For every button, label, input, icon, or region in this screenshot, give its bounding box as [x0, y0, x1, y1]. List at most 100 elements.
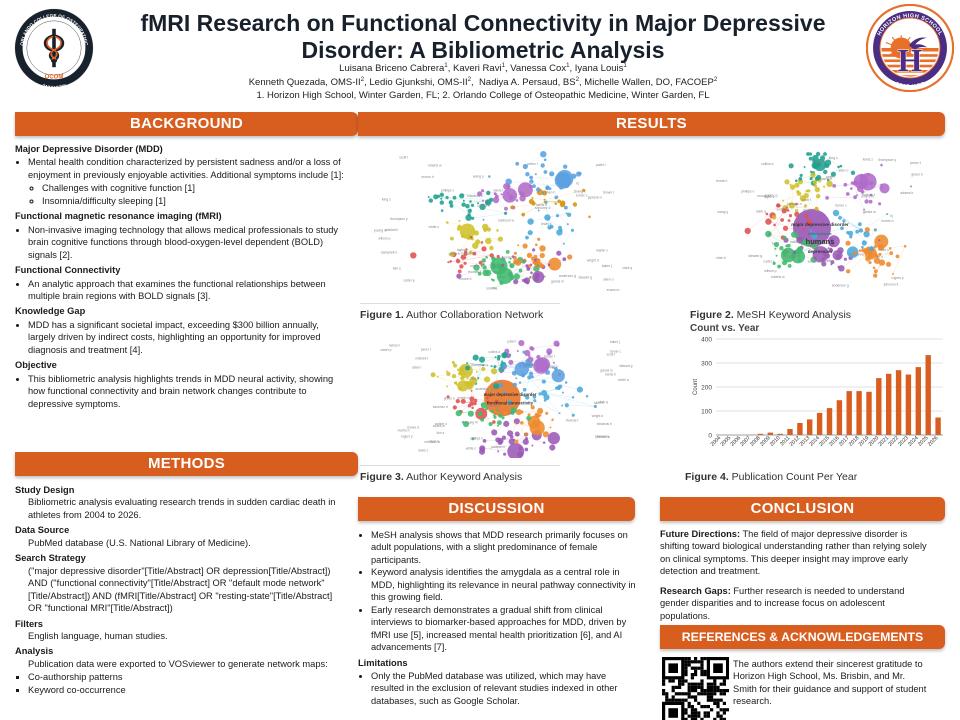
svg-text:lewis z: lewis z [863, 158, 873, 162]
svg-text:morris h: morris h [421, 175, 433, 179]
svg-text:turner c: turner c [576, 194, 588, 198]
svg-text:patel r: patel r [507, 339, 517, 343]
svg-text:king s: king s [829, 156, 838, 160]
svg-text:lewis z: lewis z [418, 449, 428, 453]
svg-text:phillips v: phillips v [441, 189, 454, 193]
svg-text:green h: green h [449, 252, 461, 256]
svg-text:king s: king s [470, 377, 479, 381]
svg-text:perez t: perez t [910, 161, 920, 165]
svg-text:rogers y: rogers y [891, 276, 904, 280]
svg-text:200: 200 [701, 385, 712, 392]
svg-text:scott f: scott f [802, 198, 811, 202]
svg-text:robinson w: robinson w [848, 253, 865, 257]
svg-text:brown t: brown t [544, 355, 555, 359]
svg-text:hall i: hall i [772, 242, 779, 246]
svg-text:nelson l: nelson l [504, 256, 516, 260]
svg-text:thomas f: thomas f [862, 193, 875, 197]
svg-text:2026: 2026 [927, 435, 940, 448]
svg-text:davis l: davis l [783, 249, 793, 253]
svg-text:Count: Count [693, 379, 699, 395]
svg-text:jackson n: jackson n [587, 196, 602, 200]
svg-text:carter p: carter p [380, 348, 391, 352]
svg-text:taylor e: taylor e [457, 248, 468, 252]
svg-text:morris h: morris h [881, 219, 893, 223]
svg-text:martin v: martin v [457, 396, 469, 400]
svg-text:100: 100 [701, 409, 712, 416]
svg-text:li j: li j [890, 214, 893, 218]
svg-text:taylor e: taylor e [525, 363, 536, 367]
svg-text:morris h: morris h [398, 429, 410, 433]
svg-text:wang y: wang y [473, 175, 484, 179]
svg-text:0: 0 [708, 433, 712, 440]
svg-text:functional connectivity: functional connectivity [487, 401, 534, 406]
svg-text:moore d: moore d [459, 277, 472, 281]
svg-text:sanchez d: sanchez d [433, 405, 448, 409]
svg-text:nelson l: nelson l [389, 344, 400, 348]
svg-text:moore d: moore d [757, 194, 770, 198]
svg-text:young m: young m [465, 420, 478, 424]
svg-text:hall i: hall i [507, 411, 514, 415]
svg-text:allen o: allen o [604, 278, 614, 282]
svg-text:stewart g: stewart g [578, 275, 592, 279]
svg-text:robinson w: robinson w [498, 218, 515, 222]
svg-text:OCOM: OCOM [45, 74, 64, 80]
svg-text:thomas f: thomas f [468, 270, 481, 274]
svg-text:nelson l: nelson l [814, 160, 826, 164]
svg-text:smith a: smith a [776, 207, 787, 211]
svg-text:rogers y: rogers y [401, 435, 413, 439]
svg-text:johnson k: johnson k [594, 435, 609, 439]
svg-text:connectome: connectome [808, 231, 832, 236]
svg-text:perez t: perez t [421, 347, 431, 351]
svg-text:campbell n: campbell n [381, 251, 398, 255]
svg-text:baker j: baker j [790, 240, 800, 244]
svg-text:zhang x: zhang x [803, 209, 815, 213]
svg-text:white c: white c [878, 248, 889, 252]
svg-text:li j: li j [524, 432, 527, 436]
svg-text:adams k: adams k [900, 191, 913, 195]
svg-text:turner c: turner c [835, 204, 847, 208]
svg-text:wang y: wang y [717, 210, 728, 214]
svg-text:carter p: carter p [763, 260, 775, 264]
svg-text:anderson g: anderson g [832, 283, 849, 287]
svg-text:roberts w: roberts w [771, 275, 785, 279]
svg-text:johnson k: johnson k [883, 282, 899, 286]
svg-text:li j: li j [576, 182, 579, 186]
svg-text:thomas f: thomas f [566, 418, 579, 422]
svg-text:collins a: collins a [478, 204, 490, 208]
svg-text:smith a: smith a [618, 378, 629, 382]
svg-text:collins a: collins a [761, 162, 773, 166]
svg-text:kim s: kim s [393, 267, 401, 271]
svg-text:wilson p: wilson p [764, 269, 776, 273]
svg-text:wang y: wang y [547, 365, 558, 369]
svg-text:white c: white c [466, 447, 476, 451]
svg-text:brown t: brown t [716, 179, 727, 183]
svg-text:campbell n: campbell n [783, 254, 800, 258]
svg-text:green h: green h [444, 396, 455, 400]
svg-text:green h: green h [911, 172, 923, 176]
svg-text:wilson p: wilson p [378, 237, 390, 241]
svg-text:martin v: martin v [596, 248, 608, 252]
svg-text:smith a: smith a [486, 286, 497, 290]
svg-text:patel r: patel r [826, 175, 836, 179]
svg-text:clark q: clark q [622, 266, 632, 270]
svg-text:walker u: walker u [435, 422, 447, 426]
svg-text:king s: king s [382, 198, 391, 202]
svg-text:baker j: baker j [602, 264, 612, 268]
svg-text:lewis z: lewis z [541, 222, 551, 226]
svg-text:phillips v: phillips v [470, 437, 483, 441]
svg-text:400: 400 [701, 337, 712, 344]
svg-text:carter p: carter p [403, 279, 415, 283]
svg-text:edwards b: edwards b [597, 422, 612, 426]
svg-text:garcia m: garcia m [863, 210, 876, 214]
svg-text:chen h: chen h [716, 256, 726, 260]
svg-text:walker u: walker u [822, 259, 835, 263]
svg-text:stewart g: stewart g [619, 364, 632, 368]
svg-text:anderson g: anderson g [475, 387, 491, 391]
svg-text:scott f: scott f [399, 156, 408, 160]
svg-text:edwards b: edwards b [467, 194, 483, 198]
svg-text:collins a: collins a [488, 350, 500, 354]
svg-text:wright d: wright d [587, 259, 599, 263]
svg-text:jackson n: jackson n [490, 445, 505, 449]
svg-text:roberts w: roberts w [428, 163, 442, 167]
svg-text:thompson y: thompson y [471, 363, 488, 367]
